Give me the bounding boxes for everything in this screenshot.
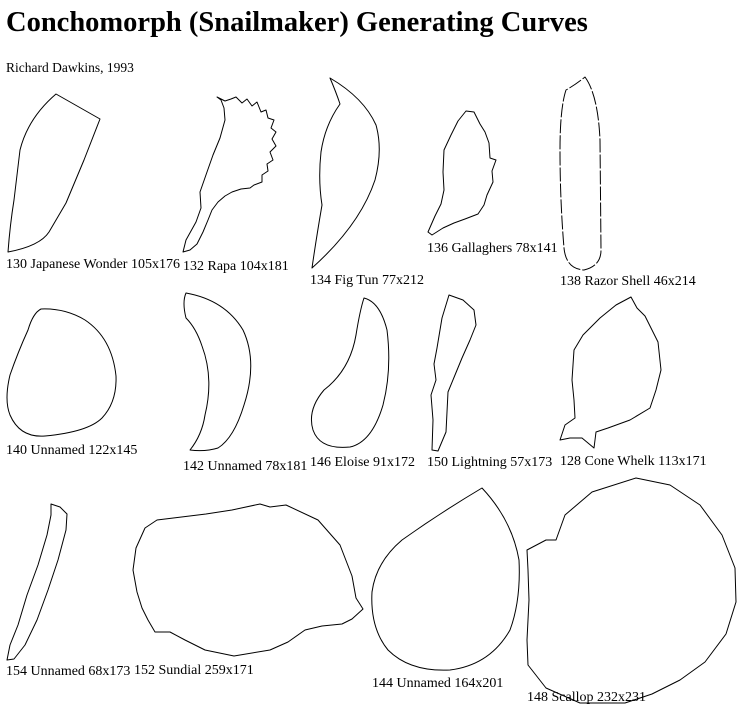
shell-curve-140-unnamed <box>6 308 117 437</box>
shell-curve-152-sundial <box>132 503 364 657</box>
caption-144: 144 Unnamed 164x201 <box>372 676 504 691</box>
shell-curve-142-unnamed <box>183 292 252 452</box>
caption-154: 154 Unnamed 68x173 <box>6 664 131 679</box>
shell-curve-136-gallaghers <box>427 110 497 236</box>
shell-curve-130-japanese-wonder <box>7 93 101 253</box>
caption-142: 142 Unnamed 78x181 <box>183 459 308 474</box>
caption-136: 136 Gallaghers 78x141 <box>427 241 558 256</box>
shell-curve-146-eloise <box>310 297 390 448</box>
shell-curve-128-cone-whelk <box>559 296 662 449</box>
caption-130: 130 Japanese Wonder 105x176 <box>6 257 180 272</box>
caption-132: 132 Rapa 104x181 <box>183 259 289 274</box>
author-credit: Richard Dawkins, 1993 <box>6 60 134 75</box>
caption-152: 152 Sundial 259x171 <box>134 663 254 678</box>
shell-curve-148-scallop <box>526 477 737 704</box>
shell-curve-150-lightning <box>430 294 477 452</box>
shell-curve-138-razor-shell <box>559 76 602 271</box>
caption-150: 150 Lightning 57x173 <box>427 455 553 470</box>
shell-curve-132-rapa <box>182 96 277 253</box>
caption-128: 128 Cone Whelk 113x171 <box>560 454 707 469</box>
page-title: Conchomorph (Snailmaker) Generating Curv… <box>6 7 588 38</box>
caption-140: 140 Unnamed 122x145 <box>6 443 138 458</box>
shell-curve-154-unnamed <box>6 503 68 661</box>
caption-146: 146 Eloise 91x172 <box>310 455 415 470</box>
caption-138: 138 Razor Shell 46x214 <box>560 274 696 289</box>
shell-curve-134-fig-tun <box>311 77 380 269</box>
shell-curve-144-unnamed <box>371 487 520 671</box>
caption-148: 148 Scallop 232x231 <box>527 690 646 705</box>
caption-134: 134 Fig Tun 77x212 <box>310 273 424 288</box>
